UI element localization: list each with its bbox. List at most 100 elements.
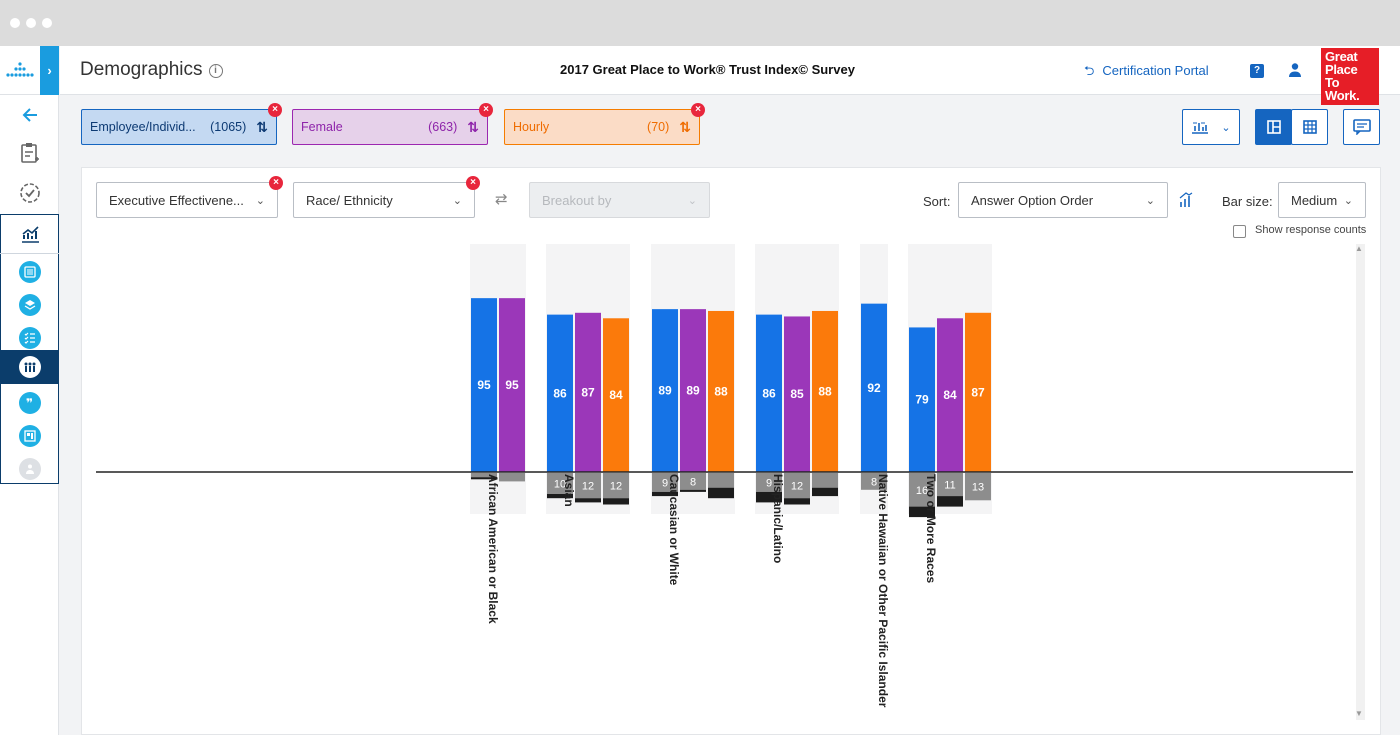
chevron-down-icon: ⌄ xyxy=(255,194,265,207)
filter-chip-count: (1065) xyxy=(210,120,247,134)
sort-filter-icon[interactable]: ⇅ xyxy=(256,118,268,135)
filter-chip-count: (70) xyxy=(647,120,670,134)
show-counts-checkbox[interactable] xyxy=(1233,225,1246,238)
filter-chip-count: (663) xyxy=(428,120,458,134)
survey-title: 2017 Great Place to Work® Trust Index© S… xyxy=(560,62,855,77)
chart-scrollbar[interactable] xyxy=(1356,244,1365,720)
chart-panel: Executive Effectivene... ⌄ × Race/ Ethnic… xyxy=(81,167,1381,735)
demographic-value: Race/ Ethnicity xyxy=(306,192,393,208)
logo-line: Great xyxy=(1325,49,1358,64)
category-label: Native Hawaiian or Other Pacific Islande… xyxy=(876,474,890,708)
negative-bar xyxy=(708,487,734,499)
top-header: Demographics i 2017 Great Place to Work® … xyxy=(60,46,1400,105)
summary-list-icon[interactable] xyxy=(0,253,59,291)
window-dot-icon xyxy=(42,18,52,28)
demographics-bar-chart: 95 95 African American or Black 86 10 87 12 84 1… xyxy=(96,244,1353,708)
demographic-dropdown[interactable]: Race/ Ethnicity ⌄ × xyxy=(293,176,480,218)
neutral-bar xyxy=(756,473,782,492)
negative-bar xyxy=(547,494,573,499)
chart-type-dropdown[interactable]: ⌄ xyxy=(1182,109,1240,145)
chevron-down-icon: ⌄ xyxy=(1343,194,1353,207)
survey-clipboard-icon[interactable] xyxy=(0,134,59,172)
info-icon[interactable]: i xyxy=(208,64,223,78)
remove-demographic-icon[interactable]: × xyxy=(466,176,480,190)
category-label: Caucasian or White xyxy=(667,474,681,586)
bar-value-label: 87 xyxy=(971,385,985,399)
positive-bar xyxy=(909,327,935,472)
barsize-dropdown[interactable]: Medium ⌄ xyxy=(1278,182,1366,218)
bar-value-label: 84 xyxy=(609,388,623,402)
bar-value-label: 85 xyxy=(790,387,804,401)
positive-bar xyxy=(937,318,963,472)
negative-bar xyxy=(784,498,810,505)
bar-value-label: 88 xyxy=(818,384,832,398)
bar-value-label: 87 xyxy=(581,385,595,399)
sort-filter-icon[interactable]: ⇅ xyxy=(467,118,479,135)
chevron-down-icon: ⌄ xyxy=(687,194,697,207)
negative-bar xyxy=(680,489,706,492)
neutral-bar xyxy=(575,473,601,499)
split-view-button[interactable] xyxy=(1255,109,1292,145)
filter-chip-employee-individ[interactable]: Employee/Individ... (1065) ⇅ × xyxy=(81,103,282,145)
sidebar-expand-button[interactable]: › xyxy=(40,46,59,95)
scroll-up-icon[interactable]: ▲ xyxy=(1355,244,1363,253)
sort-dropdown[interactable]: Answer Option Order ⌄ xyxy=(958,182,1168,218)
positive-bar xyxy=(965,312,991,472)
neutral-bar xyxy=(499,473,525,482)
positive-bar xyxy=(784,316,810,472)
analytics-chart-icon[interactable] xyxy=(0,216,59,254)
barsize-value: Medium xyxy=(1291,192,1338,208)
remove-filter-icon[interactable]: × xyxy=(268,103,282,117)
positive-bar xyxy=(861,303,887,472)
bar-value-label: 95 xyxy=(477,378,491,392)
neutral-value-label: 10 xyxy=(554,479,566,491)
sort-direction-icon[interactable] xyxy=(1179,192,1193,208)
filter-chip-female[interactable]: Female (663) ⇅ × xyxy=(292,103,493,145)
neutral-bar xyxy=(708,473,734,488)
bar-value-label: 95 xyxy=(505,378,519,392)
help-icon[interactable]: ? xyxy=(1250,64,1264,78)
window-dot-icon xyxy=(26,18,36,28)
neutral-value-label: 12 xyxy=(610,481,622,493)
grid-view-button[interactable] xyxy=(1291,109,1328,145)
breakout-dropdown[interactable]: Breakout by ⌄ xyxy=(529,182,710,218)
comments-quote-icon[interactable]: ❞ xyxy=(0,384,59,422)
neutral-value-label: 13 xyxy=(972,482,984,494)
layers-icon[interactable] xyxy=(0,286,59,324)
neutral-bar xyxy=(471,473,497,478)
chevron-down-icon: ⌄ xyxy=(452,194,462,207)
checklist-icon[interactable] xyxy=(0,319,59,357)
remove-filter-icon[interactable]: × xyxy=(691,103,705,117)
back-arrow-icon[interactable] xyxy=(0,96,59,134)
dashboard-icon[interactable] xyxy=(0,417,59,455)
remove-statement-icon[interactable]: × xyxy=(269,176,283,190)
sidebar: › ❞ xyxy=(0,46,59,735)
scroll-down-icon[interactable]: ▼ xyxy=(1355,709,1363,718)
bar-chart-icon xyxy=(1192,122,1209,134)
logo-line: Work. xyxy=(1325,88,1360,103)
sort-filter-icon[interactable]: ⇅ xyxy=(679,118,691,135)
certification-portal-link[interactable]: ⮌ Certification Portal xyxy=(1084,62,1209,84)
user-icon[interactable] xyxy=(1288,62,1302,78)
negative-bar xyxy=(471,477,497,480)
swap-icon[interactable]: ⇄ xyxy=(495,191,508,208)
comments-button[interactable] xyxy=(1343,109,1380,145)
split-layout-icon xyxy=(1266,120,1281,134)
bar-value-label: 89 xyxy=(686,384,700,398)
category-label: African American or Black xyxy=(486,474,500,624)
filter-chip-hourly[interactable]: Hourly (70) ⇅ × xyxy=(504,103,705,145)
neutral-bar xyxy=(652,473,678,492)
bar-value-label: 86 xyxy=(762,386,776,400)
positive-bar xyxy=(652,309,678,472)
statement-dropdown[interactable]: Executive Effectivene... ⌄ × xyxy=(96,176,283,218)
negative-bar xyxy=(603,498,629,505)
return-arrow-icon: ⮌ xyxy=(1084,63,1095,78)
remove-filter-icon[interactable]: × xyxy=(479,103,493,117)
browser-chrome xyxy=(0,0,1400,46)
neutral-value-label: 16 xyxy=(916,485,928,497)
person-disabled-icon[interactable] xyxy=(0,450,59,488)
neutral-value-label: 8 xyxy=(871,476,877,488)
certification-check-icon[interactable] xyxy=(0,174,59,212)
demographics-people-icon[interactable] xyxy=(0,350,59,384)
negative-bar xyxy=(652,491,678,497)
